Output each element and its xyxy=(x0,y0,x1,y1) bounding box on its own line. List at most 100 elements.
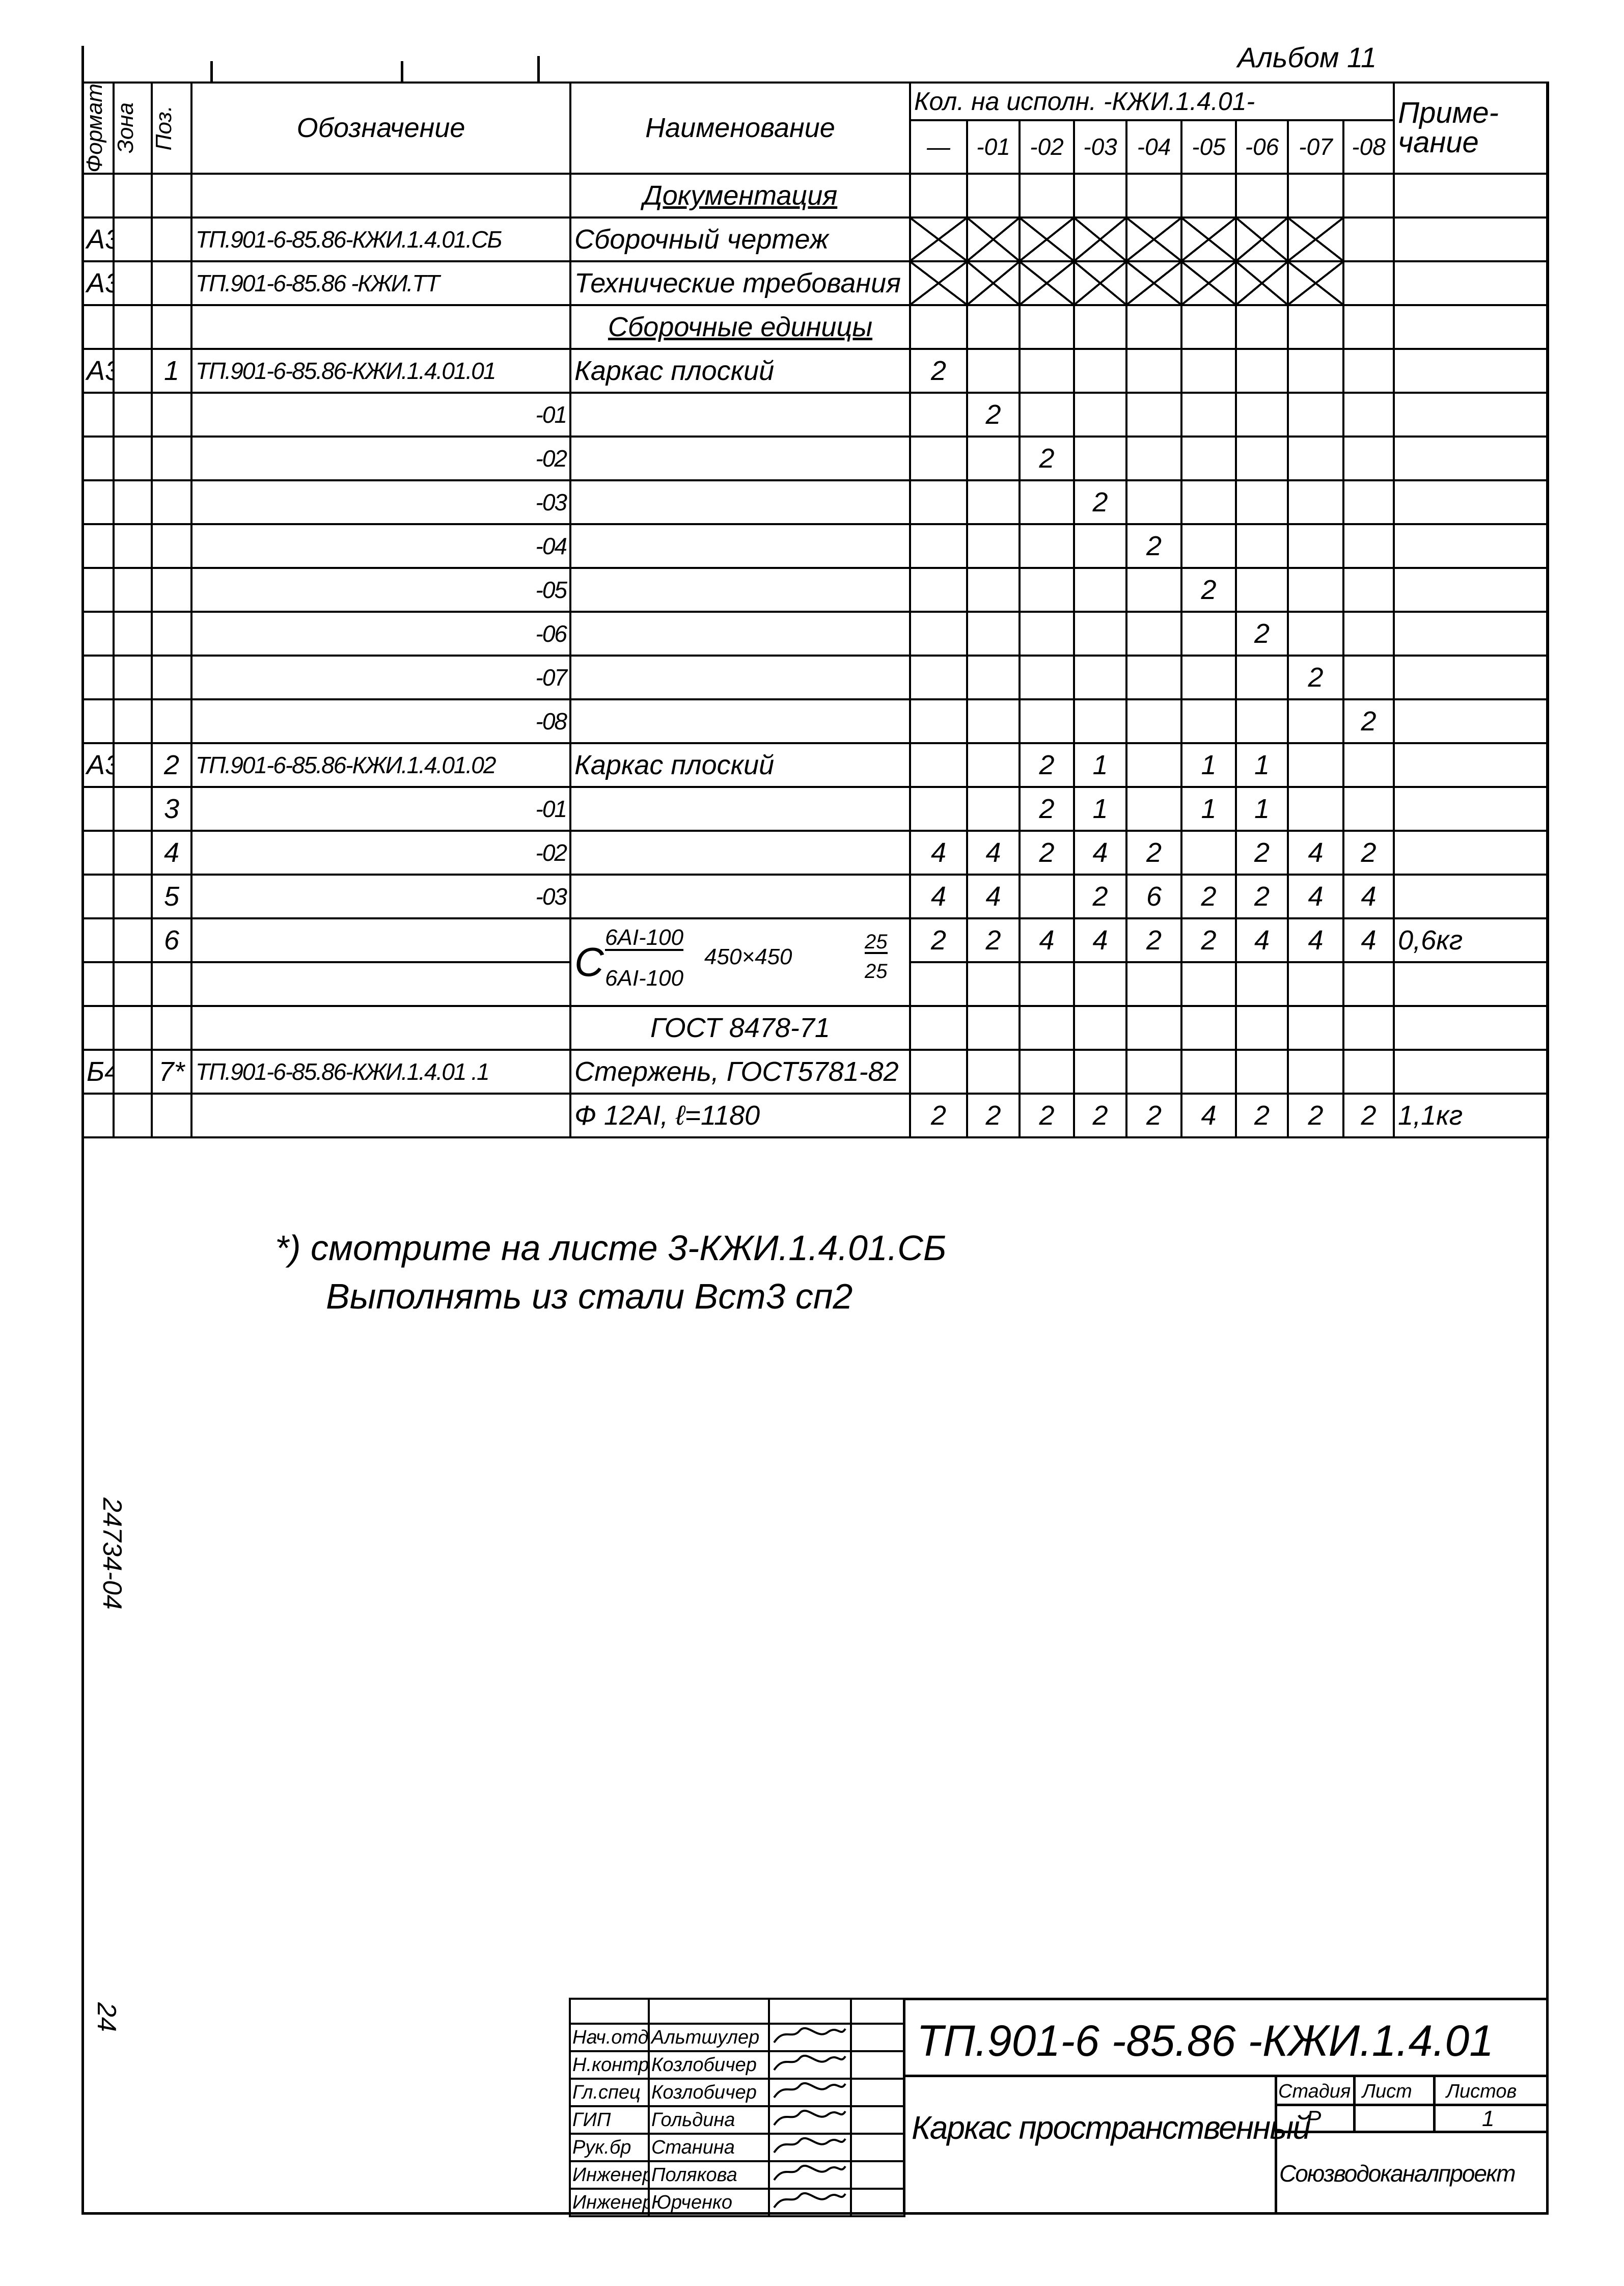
qty-cell xyxy=(909,654,968,700)
qty-cell xyxy=(1287,172,1344,219)
qty-cell xyxy=(1073,698,1127,744)
qty-cell xyxy=(966,785,1021,832)
qty-cell xyxy=(966,961,1021,1007)
note-cell xyxy=(1393,172,1550,219)
signature-row: Н.контр Козлобичер xyxy=(569,2050,905,2080)
qty-cell xyxy=(1019,873,1075,919)
note-cell xyxy=(1393,566,1550,613)
qty-cell xyxy=(1235,260,1289,306)
qty-cell: 2 xyxy=(1019,785,1075,832)
qty-cell: 4 xyxy=(1235,917,1289,963)
note-cell xyxy=(1393,523,1550,569)
format-cell xyxy=(81,785,115,832)
qty-cell xyxy=(1180,304,1237,350)
header-qty-column: — xyxy=(909,119,968,175)
signature-date xyxy=(850,2078,905,2107)
table-row xyxy=(81,961,1550,1007)
designation-cell xyxy=(190,1004,571,1051)
zone-cell xyxy=(113,698,153,744)
note-cell xyxy=(1393,435,1550,481)
format-cell: А3 xyxy=(81,742,115,788)
album-label: Альбом 11 xyxy=(1237,41,1377,73)
format-cell xyxy=(81,566,115,613)
qty-cell xyxy=(1125,698,1182,744)
qty-cell xyxy=(966,260,1021,306)
margin-page-number: 24 xyxy=(91,2002,121,2032)
signature-date xyxy=(850,2188,905,2217)
table-row: Сборочные единицы xyxy=(81,304,1550,350)
table-row: 5 -03 4 4 2 6 2 2 4 4 xyxy=(81,873,1550,919)
qty-cell xyxy=(1073,304,1127,350)
signature-role: Рук.бр xyxy=(569,2133,650,2162)
qty-cell xyxy=(909,172,968,219)
qty-cell xyxy=(1019,172,1075,219)
signature-row: ГИП Гольдина xyxy=(569,2105,905,2135)
qty-cell xyxy=(1287,479,1344,525)
qty-cell: 4 xyxy=(966,829,1021,876)
qty-cell xyxy=(1287,785,1344,832)
qty-cell xyxy=(909,479,968,525)
qty-cell xyxy=(1019,216,1075,262)
signature-role: Гл.спец xyxy=(569,2078,650,2107)
qty-cell: 2 xyxy=(1235,873,1289,919)
qty-cell: 2 xyxy=(1073,479,1127,525)
zone-cell xyxy=(113,829,153,876)
qty-cell: 2 xyxy=(966,1092,1021,1138)
qty-cell: 2 xyxy=(1180,566,1237,613)
formula-top: 6АI-100 xyxy=(605,924,684,951)
qty-cell xyxy=(1073,435,1127,481)
signature-date xyxy=(850,2133,905,2162)
designation-cell: ТП.901-6-85.86-КЖИ.1.4.01 .1 xyxy=(190,1048,571,1095)
qty-cell xyxy=(1019,523,1075,569)
qty-cell: 2 xyxy=(1180,917,1237,963)
qty-cell xyxy=(1180,435,1237,481)
signature-date xyxy=(850,2105,905,2135)
table-row: 4 -02 4 4 2 4 2 2 4 2 xyxy=(81,829,1550,876)
qty-cell xyxy=(1235,216,1289,262)
name-cell xyxy=(569,523,911,569)
qty-cell: 2 xyxy=(1125,1092,1182,1138)
qty-cell xyxy=(966,610,1021,657)
header-qty-column: -02 xyxy=(1019,119,1075,175)
qty-cell xyxy=(1019,304,1075,350)
header-format: Формат xyxy=(81,81,115,175)
qty-cell xyxy=(1287,566,1344,613)
stage-label: Стадия xyxy=(1278,2081,1351,2102)
qty-cell xyxy=(1125,566,1182,613)
table-row: -07 2 xyxy=(81,654,1550,700)
qty-cell xyxy=(966,172,1021,219)
format-cell xyxy=(81,610,115,657)
qty-cell: 1 xyxy=(1073,785,1127,832)
header-qty-column: -08 xyxy=(1342,119,1395,175)
pos-cell xyxy=(151,610,192,657)
handwritten-signature xyxy=(773,2137,846,2154)
pos-cell xyxy=(151,304,192,350)
qty-cell: 2 xyxy=(909,347,968,394)
pos-cell: 4 xyxy=(151,829,192,876)
qty-cell xyxy=(966,304,1021,350)
zone-cell xyxy=(113,523,153,569)
qty-cell xyxy=(966,654,1021,700)
table-row: Б4 7*ТП.901-6-85.86-КЖИ.1.4.01 .1Стержень… xyxy=(81,1048,1550,1095)
qty-cell xyxy=(1125,961,1182,1007)
qty-cell xyxy=(1180,961,1237,1007)
signature-cell xyxy=(768,2133,852,2162)
qty-cell xyxy=(1342,785,1395,832)
pos-cell xyxy=(151,391,192,438)
qty-cell: 1 xyxy=(1073,742,1127,788)
qty-cell xyxy=(1180,479,1237,525)
designation-cell: -05 xyxy=(190,566,571,613)
table-row: А3 ТП.901-6-85.86-КЖИ.1.4.01.СБСборочный … xyxy=(81,216,1550,262)
note-cell: 0,6кг xyxy=(1393,917,1550,963)
header-qty-column: -04 xyxy=(1125,119,1182,175)
table-row: -01 2 xyxy=(81,391,1550,438)
zone-cell xyxy=(113,391,153,438)
designation-cell: -07 xyxy=(190,654,571,700)
qty-cell xyxy=(1287,961,1344,1007)
pos-cell: 2 xyxy=(151,742,192,788)
header-designation: Обозначение xyxy=(190,81,571,175)
qty-cell xyxy=(1073,1004,1127,1051)
qty-cell xyxy=(1235,172,1289,219)
qty-cell xyxy=(1019,260,1075,306)
table-row: Ф 12АI, ℓ=1180 2 2 2 2 2 4 2 2 2 1,1кг xyxy=(81,1092,1550,1138)
